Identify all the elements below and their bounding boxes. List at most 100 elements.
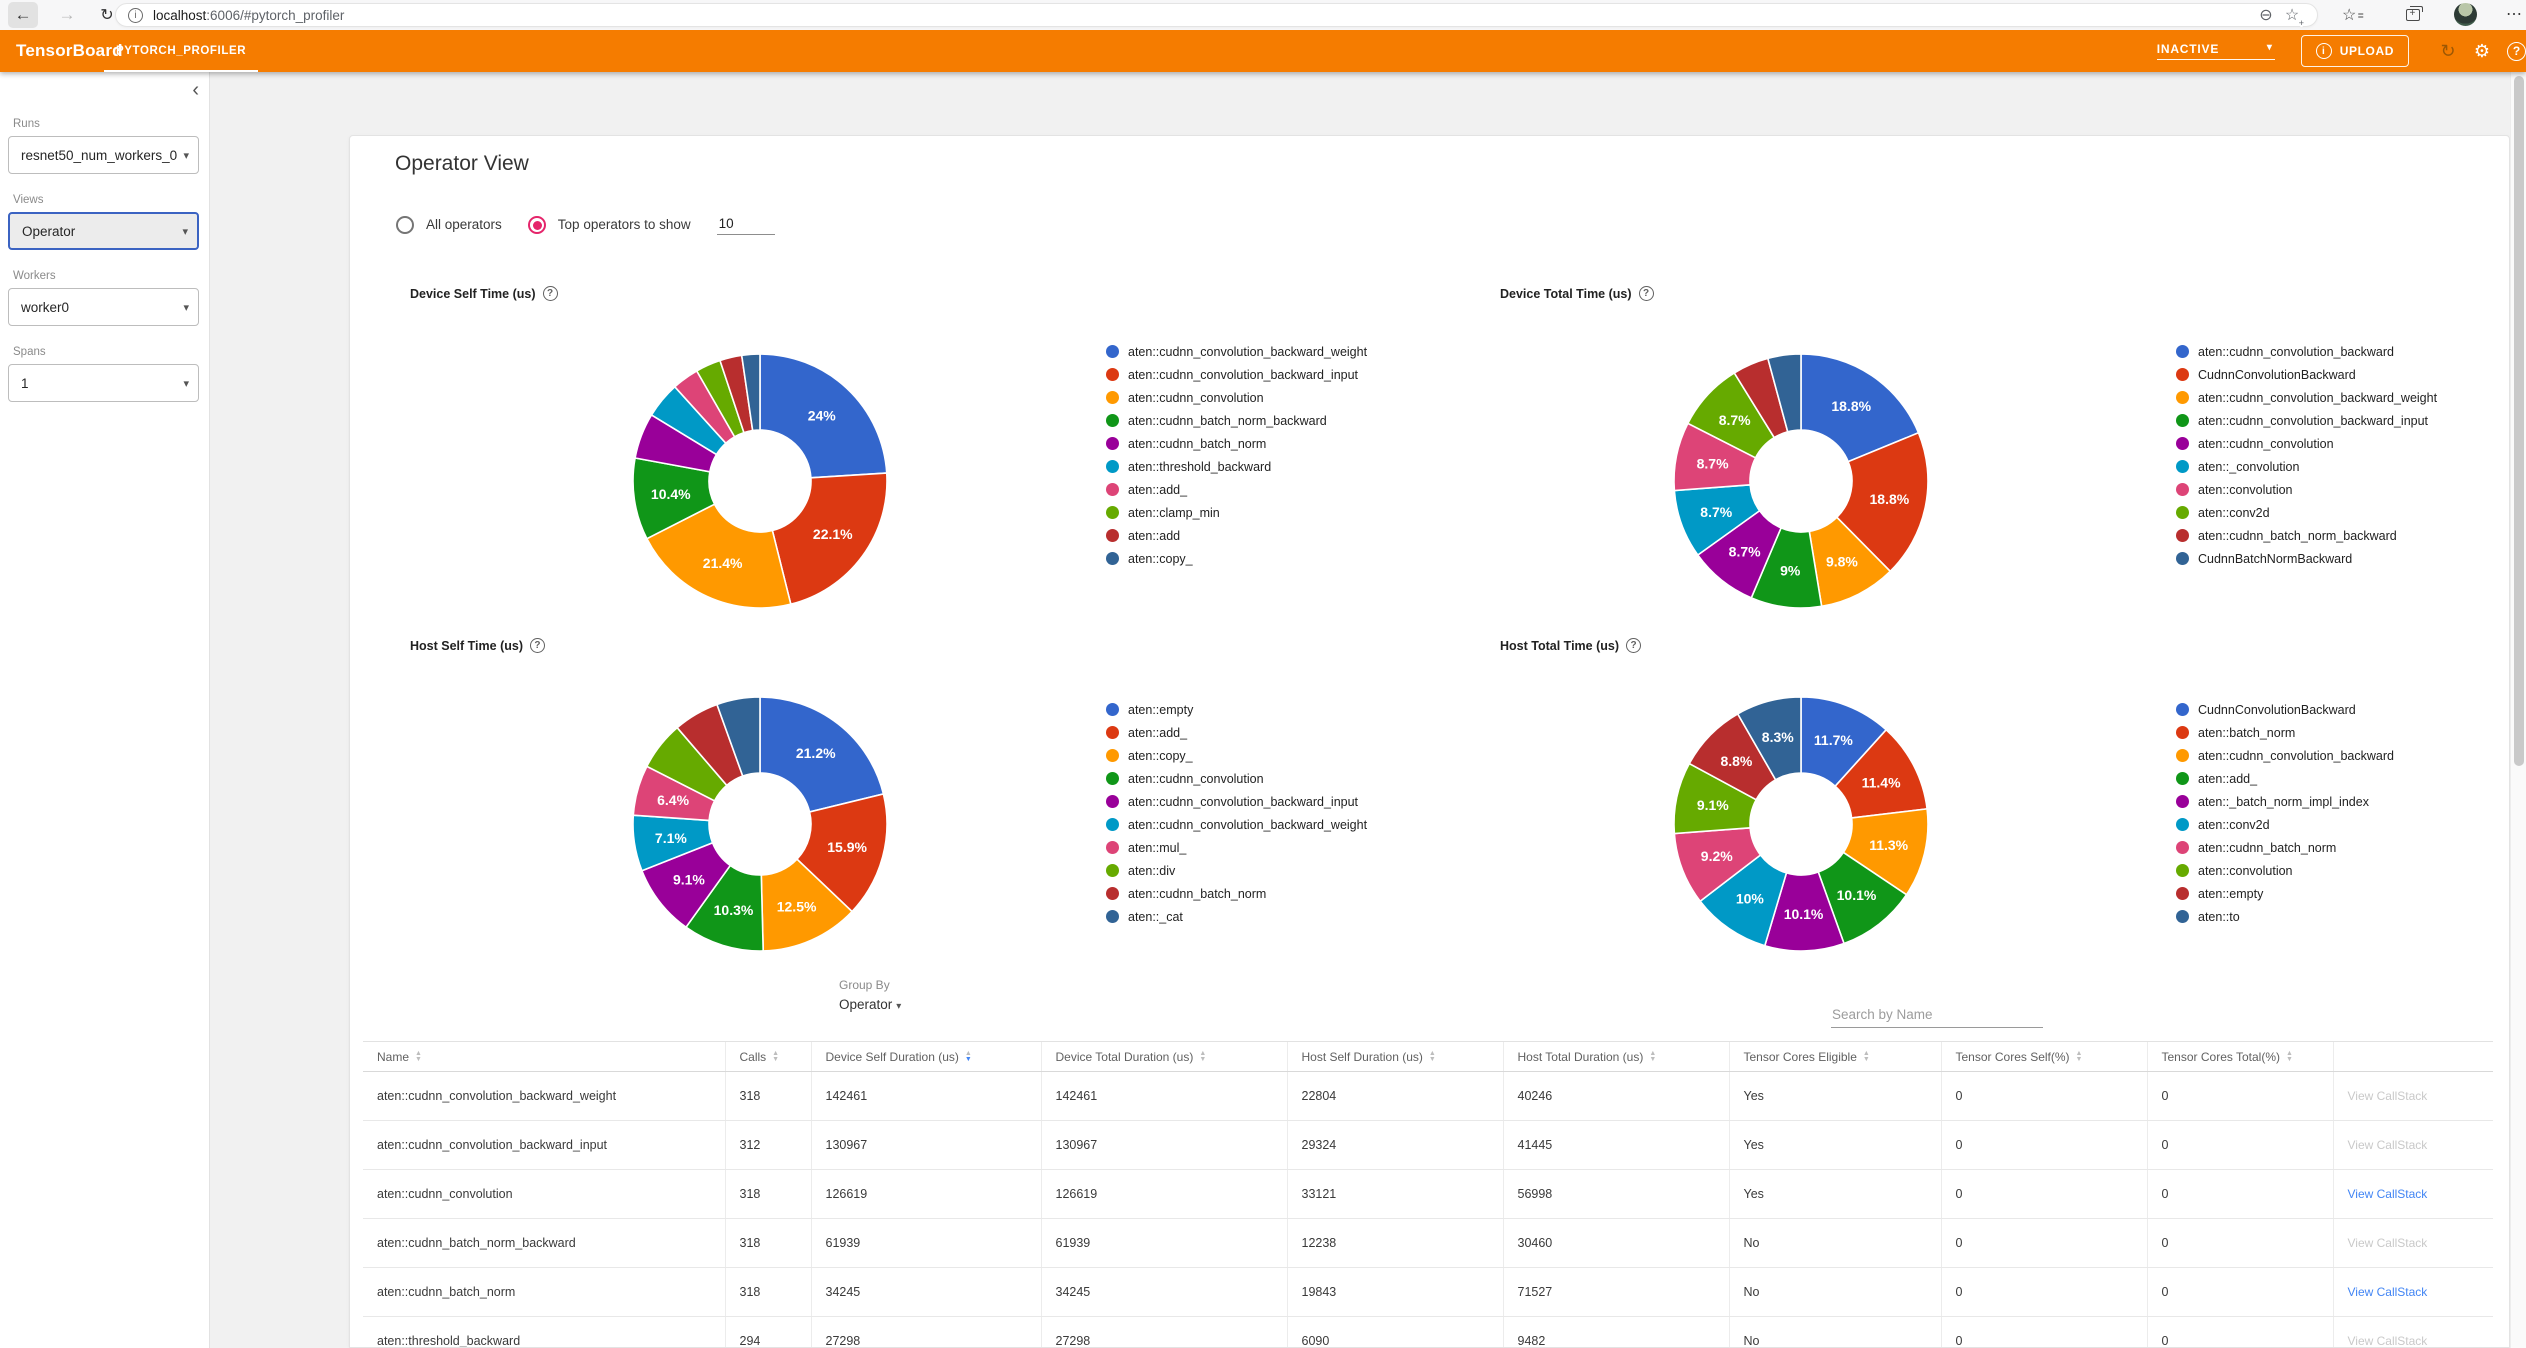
runs-label: Runs: [13, 118, 40, 130]
help-icon[interactable]: ?: [529, 638, 545, 653]
pie-slice[interactable]: [1736, 696, 1802, 781]
chart-legend: aten::cudnn_convolution_backward_weight a…: [1106, 340, 1367, 570]
help-icon[interactable]: ?: [542, 286, 558, 301]
back-icon[interactable]: ←: [8, 2, 38, 28]
pie-chart[interactable]: 11.7% 11.4% 11.3% 10.1% 10.1% 10% 9.2% 9.1% 8.8%…: [1666, 689, 1936, 959]
all-operators-label[interactable]: All operators: [426, 217, 502, 232]
upload-button[interactable]: i UPLOAD: [2300, 35, 2409, 67]
collapse-sidebar-icon[interactable]: ‹: [192, 79, 199, 101]
column-header[interactable]: Host Total Duration (us) ▲ ▼: [1502, 1041, 1729, 1072]
sort-icon[interactable]: ▲ ▼: [2075, 1049, 2083, 1063]
browser-menu-icon[interactable]: ⋯: [2506, 6, 2523, 23]
spans-select[interactable]: 1 ▾: [8, 364, 199, 402]
all-operators-radio[interactable]: [396, 215, 414, 234]
pie-slice[interactable]: [740, 353, 761, 432]
legend-dot-icon: [2176, 345, 2189, 358]
legend-dot-icon: [2176, 910, 2189, 923]
address-bar[interactable]: i localhost:6006/#pytorch_profiler ⊖ ☆ +: [115, 3, 2318, 28]
value-cell: 34245: [810, 1267, 1041, 1317]
column-header[interactable]: Calls ▲ ▼: [724, 1041, 811, 1072]
settings-gear-icon[interactable]: ⚙: [2473, 40, 2491, 61]
sort-icon[interactable]: ▲ ▼: [1862, 1049, 1870, 1063]
legend-dot-icon: [1106, 818, 1119, 831]
pie-slice[interactable]: [759, 353, 888, 479]
sort-icon[interactable]: ▲ ▼: [415, 1049, 422, 1063]
page-scrollbar[interactable]: [2510, 72, 2526, 1348]
scrollbar-thumb[interactable]: [2514, 76, 2524, 766]
column-header[interactable]: Device Total Duration (us) ▲ ▼: [1040, 1041, 1287, 1072]
zoom-out-icon[interactable]: ⊖: [2259, 7, 2273, 24]
site-info-icon[interactable]: i: [128, 7, 143, 23]
column-header[interactable]: Tensor Cores Total(%) ▲ ▼: [2146, 1041, 2333, 1072]
top-count-input[interactable]: [716, 214, 775, 235]
table-row: aten::cudnn_batch_norm 318 34245 34245 19843…: [363, 1267, 2493, 1317]
value-cell: 126619: [1040, 1169, 1287, 1219]
legend-label: aten::_cat: [1128, 909, 1183, 924]
workers-select[interactable]: worker0 ▾: [8, 288, 199, 326]
column-header[interactable]: Device Self Duration (us) ▲ ▼: [810, 1041, 1041, 1072]
collections-icon[interactable]: [2400, 4, 2426, 26]
legend-dot-icon: [2176, 391, 2189, 404]
column-header[interactable]: Name ▲ ▼: [363, 1041, 725, 1072]
spans-label: Spans: [13, 346, 46, 358]
status-dropdown[interactable]: INACTIVE ▾: [2156, 42, 2275, 60]
sort-icon[interactable]: ▲ ▼: [2286, 1049, 2293, 1063]
pie-slice[interactable]: [645, 503, 792, 609]
chart-legend: CudnnConvolutionBackward aten::batch_norm…: [2176, 698, 2394, 928]
sort-icon[interactable]: ▲ ▼: [1428, 1049, 1436, 1063]
value-cell: 130967: [810, 1120, 1041, 1170]
pie-slice[interactable]: [759, 696, 885, 813]
pie-slice[interactable]: [795, 792, 888, 913]
pie-slice[interactable]: [715, 696, 761, 778]
view-callstack-link[interactable]: View CallStack: [2347, 1187, 2428, 1201]
add-favorite-icon[interactable]: ☆ +: [2284, 7, 2304, 28]
legend-label: aten::cudnn_batch_norm_backward: [1128, 413, 1327, 428]
help-icon[interactable]: ?: [2507, 41, 2526, 61]
device-self-time-chart: Device Self Time (us) ? 24% 22.1% 21.4% 10.…: [360, 256, 1450, 609]
search-input[interactable]: [1831, 1004, 2043, 1028]
url-text[interactable]: localhost:6006/#pytorch_profiler: [153, 7, 345, 23]
legend-label: aten::cudnn_batch_norm: [1128, 886, 1267, 901]
group-by-select[interactable]: Operator ▾: [839, 997, 902, 1012]
pie-slice-label: 11.3%: [1869, 837, 1908, 853]
top-operators-label[interactable]: Top operators to show: [557, 217, 691, 232]
view-callstack-link[interactable]: View CallStack: [2347, 1285, 2428, 1299]
chart-title: Device Self Time (us): [410, 286, 536, 301]
sort-icon[interactable]: ▲ ▼: [1649, 1049, 1657, 1063]
sort-icon[interactable]: ▲ ▼: [1199, 1049, 1207, 1063]
host-total-time-chart: Host Total Time (us) ? 11.7% 11.4% 11.3% 10…: [1450, 608, 2491, 956]
tab-pytorch-profiler[interactable]: PYTORCH_PROFILER: [104, 30, 259, 72]
top-operators-radio[interactable]: [527, 215, 546, 234]
operator-name-cell: aten::cudnn_batch_norm: [363, 1267, 725, 1317]
value-cell: 312: [724, 1120, 811, 1170]
column-header[interactable]: Host Self Duration (us) ▲ ▼: [1286, 1041, 1503, 1072]
sort-icon[interactable]: ▲ ▼: [772, 1049, 780, 1063]
favorites-icon[interactable]: ☆ ≣: [2341, 7, 2365, 24]
reload-data-icon[interactable]: ↻: [2440, 40, 2456, 61]
pie-chart[interactable]: 24% 22.1% 21.4% 10.4%: [625, 346, 895, 616]
legend-label: aten::add_: [1128, 482, 1188, 497]
pie-slice[interactable]: [1835, 431, 1929, 573]
column-header[interactable]: Tensor Cores Eligible ▲ ▼: [1728, 1041, 1941, 1072]
column-header[interactable]: Tensor Cores Self(%) ▲ ▼: [1940, 1041, 2147, 1072]
pie-chart[interactable]: 18.8% 18.8% 9.8% 9% 8.7% 8.7% 8.7% 8.7%: [1666, 346, 1936, 616]
legend-dot-icon: [2176, 703, 2189, 716]
legend-dot-icon: [1106, 529, 1119, 542]
help-icon[interactable]: ?: [1638, 286, 1654, 301]
profile-avatar[interactable]: [2454, 3, 2477, 26]
operator-name-cell: aten::cudnn_convolution: [363, 1169, 725, 1219]
pie-slice[interactable]: [771, 472, 888, 606]
browser-refresh-icon[interactable]: ↻: [100, 7, 114, 24]
pie-slice-label: 7.1%: [655, 830, 687, 846]
pie-slice[interactable]: [1800, 353, 1920, 463]
value-cell: 0: [2146, 1316, 2333, 1347]
value-cell: 27298: [1040, 1316, 1287, 1347]
views-select[interactable]: Operator ▾: [8, 212, 199, 250]
value-cell: 294: [724, 1316, 811, 1347]
pie-slice[interactable]: [1766, 353, 1802, 433]
sort-icon[interactable]: ▲ ▼: [964, 1049, 972, 1063]
runs-select[interactable]: resnet50_num_workers_0 ▾: [8, 136, 199, 174]
forward-icon[interactable]: →: [58, 5, 76, 24]
pie-chart[interactable]: 21.2% 15.9% 12.5% 10.3% 9.1% 7.1% 6.4%: [625, 689, 895, 959]
help-icon[interactable]: ?: [1626, 638, 1641, 653]
